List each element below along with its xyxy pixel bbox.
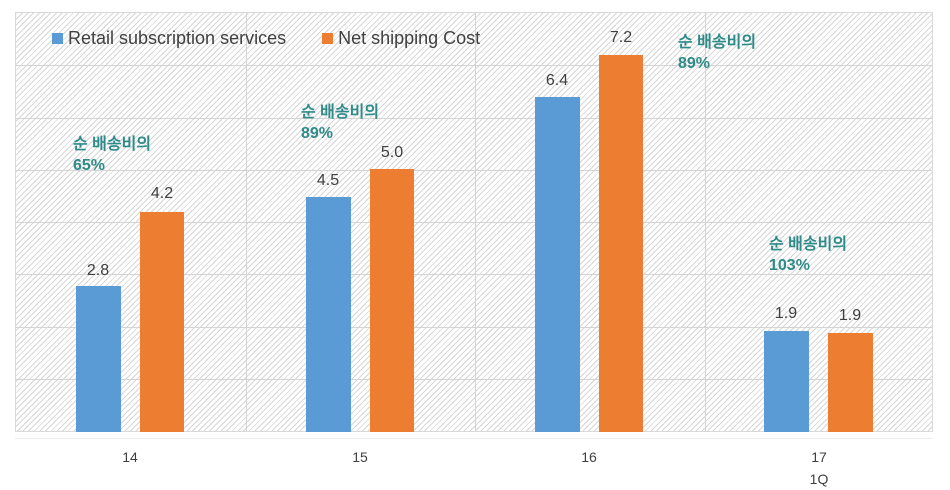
gridline [16, 327, 932, 328]
gridline [475, 13, 476, 431]
bar-shipping-15 [370, 169, 414, 432]
annotation-17-1q: 순 배송비의 103% [769, 234, 847, 276]
bar-shipping-14 [140, 212, 184, 432]
x-tick-label: 16 [581, 449, 597, 465]
gridline [16, 65, 932, 66]
annotation-line1: 순 배송비의 [769, 236, 848, 253]
annotation-line2: 65% [73, 157, 106, 174]
x-tick-17-1q: 17 1Q [789, 446, 849, 490]
value-label: 7.2 [609, 29, 633, 46]
gridline [16, 274, 932, 275]
legend-item-shipping: Net shipping Cost [322, 28, 480, 49]
legend-label: Retail subscription services [68, 28, 287, 48]
x-tick-14: 14 [100, 446, 160, 468]
bar-shipping-17-1q [828, 333, 873, 432]
legend-label: Net shipping Cost [338, 28, 481, 48]
gridline [16, 222, 932, 223]
value-label: 1.9 [838, 307, 862, 324]
value-label: 4.5 [316, 172, 340, 189]
x-tick-label: 17 [811, 449, 827, 465]
x-tick-label: 14 [122, 449, 138, 465]
bar-retail-17-1q [764, 331, 809, 432]
annotation-line1: 순 배송비의 [678, 34, 757, 51]
annotation-14: 순 배송비의 65% [73, 134, 151, 176]
annotation-line2: 89% [301, 125, 334, 142]
legend-swatch-blue [52, 33, 63, 44]
bar-retail-14 [76, 286, 121, 432]
bar-retail-15 [306, 197, 351, 432]
gridline [16, 170, 932, 171]
value-label: 2.8 [86, 262, 110, 279]
value-label: 1.9 [774, 305, 798, 322]
x-tick-16: 16 [559, 446, 619, 468]
gridline [705, 13, 706, 431]
value-label: 5.0 [380, 144, 404, 161]
gridline [246, 13, 247, 431]
legend-item-retail: Retail subscription services [52, 28, 286, 49]
bar-shipping-16 [599, 55, 643, 432]
x-axis-line [15, 438, 933, 439]
annotation-line2: 103% [769, 257, 810, 274]
bar-retail-16 [535, 97, 580, 432]
legend-swatch-orange [322, 33, 334, 44]
value-label: 4.2 [150, 185, 174, 202]
x-tick-label: 15 [352, 449, 368, 465]
legend: Retail subscription services Net shippin… [52, 28, 516, 49]
annotation-line1: 순 배송비의 [73, 136, 152, 153]
x-tick-15: 15 [330, 446, 390, 468]
gridline [16, 118, 932, 119]
x-tick-sublabel: 1Q [809, 471, 829, 487]
value-label: 6.4 [545, 72, 569, 89]
annotation-15: 순 배송비의 89% [301, 102, 379, 144]
annotation-16: 순 배송비의 89% [678, 32, 756, 74]
annotation-line1: 순 배송비의 [301, 104, 380, 121]
annotation-line2: 89% [678, 55, 711, 72]
gridline [16, 379, 932, 380]
